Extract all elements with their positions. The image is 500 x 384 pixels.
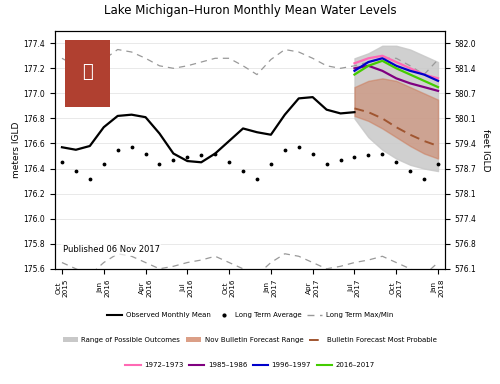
Legend: Range of Possible Outcomes, Nov Bulletin Forecast Range, Bulletin Forecast Most : Range of Possible Outcomes, Nov Bulletin… [60,334,440,346]
Legend: Observed Monthly Mean, Long Term Average, Long Term Max/Min: Observed Monthly Mean, Long Term Average… [104,310,396,321]
Text: Lake Michigan–Huron Monthly Mean Water Levels: Lake Michigan–Huron Monthly Mean Water L… [104,4,397,17]
Y-axis label: feet IGLD: feet IGLD [481,129,490,171]
Y-axis label: meters IGLD: meters IGLD [12,122,21,178]
Legend: 1972–1973, 1985–1986, 1996–1997, 2016–2017: 1972–1973, 1985–1986, 1996–1997, 2016–20… [122,359,378,371]
Text: Published 06 Nov 2017: Published 06 Nov 2017 [63,245,160,254]
